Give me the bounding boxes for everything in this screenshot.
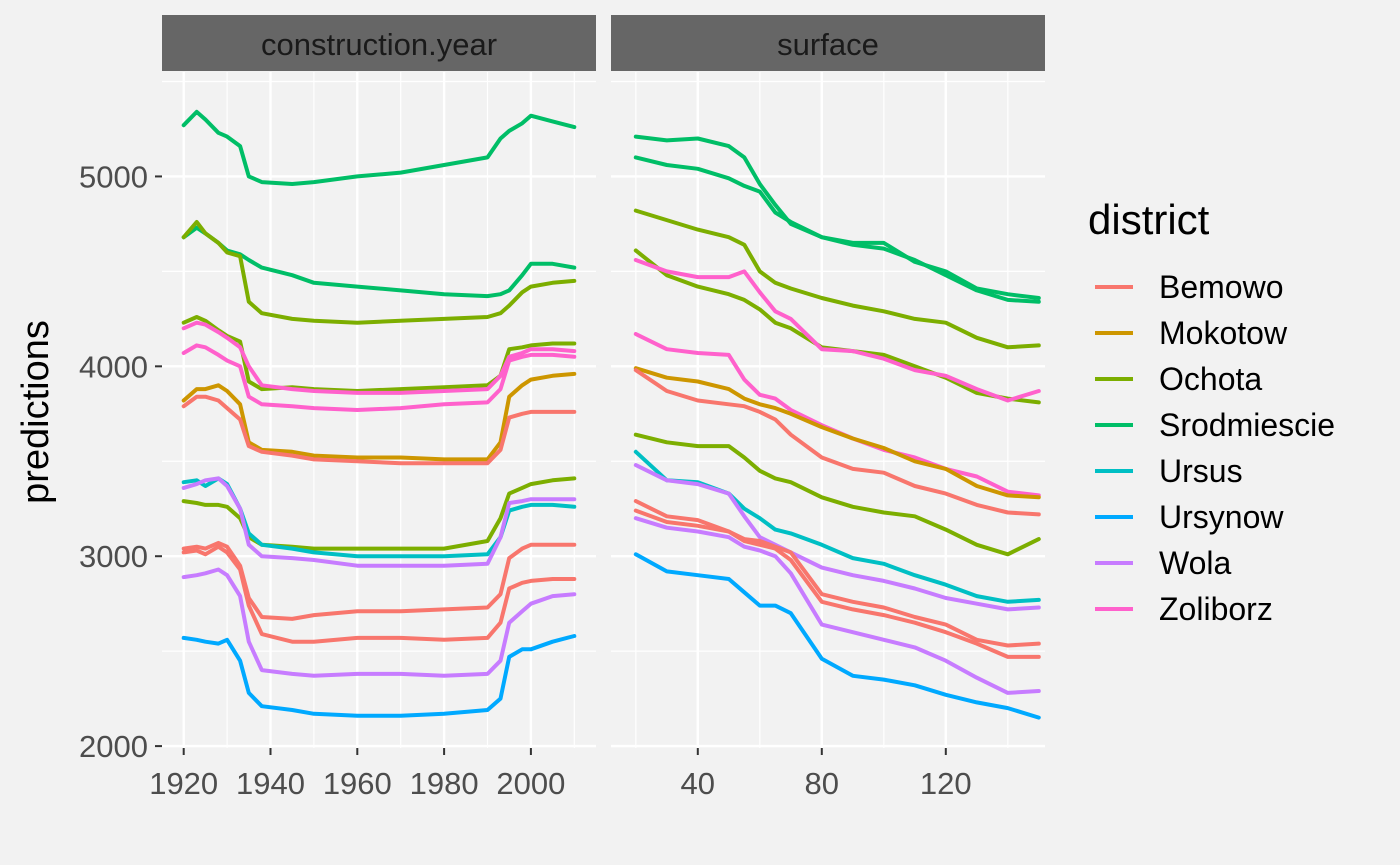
series-line-wola (181, 476, 577, 568)
legend-label-ursynow: Ursynow (1159, 499, 1284, 535)
strip-surface (611, 15, 1045, 71)
legend-title: district (1088, 196, 1210, 243)
series-line-zoliborz (181, 320, 577, 395)
series-line-bemowo (181, 540, 577, 621)
series-line-ochota (633, 432, 1041, 557)
y-axis-ticks: 2000 3000 4000 5000 (79, 159, 162, 764)
series-line-ochota (633, 248, 1041, 405)
strip-label-construction-year: construction.year (261, 27, 497, 62)
strip-label-surface: surface (777, 27, 879, 62)
x-tick-label: 120 (920, 766, 972, 801)
x-tick-label: 40 (681, 766, 715, 801)
panel-construction-year: construction.year 1920 1940 1960 1980 2000 (149, 15, 596, 801)
strip-construction-year (162, 15, 596, 71)
series-line-srodmiescie (633, 155, 1041, 304)
series-line-ursynow (633, 552, 1041, 720)
y-tick-label: 5000 (79, 159, 148, 194)
series-line-wola (181, 567, 577, 678)
series-line-ochota (181, 476, 577, 551)
y-tick-label: 3000 (79, 539, 148, 574)
series-line-wola (633, 463, 1041, 612)
y-axis-title: predictions (15, 320, 57, 504)
legend-label-zoliborz: Zoliborz (1159, 591, 1273, 627)
series-line-bemowo (633, 499, 1041, 648)
legend-label-bemowo: Bemowo (1159, 269, 1284, 305)
series-line-bemowo (633, 368, 1041, 517)
y-tick-label: 4000 (79, 349, 148, 384)
series-line-zoliborz (633, 332, 1041, 498)
x-tick-label: 2000 (496, 766, 565, 801)
series-line-bemowo (181, 544, 577, 644)
series-line-ochota (633, 208, 1041, 350)
legend-label-srodmiescie: Srodmiescie (1159, 407, 1335, 443)
x-tick-label: 1920 (149, 766, 218, 801)
series-line-ursynow (181, 634, 577, 718)
x-tick-label: 80 (805, 766, 839, 801)
plot-area-surface: 40 80 120 (611, 72, 1045, 801)
series-line-bemowo (181, 394, 577, 466)
legend-label-wola: Wola (1159, 545, 1232, 581)
x-tick-label: 1960 (323, 766, 392, 801)
series-line-zoliborz (633, 258, 1041, 403)
x-tick-label: 1980 (410, 766, 479, 801)
x-tick-label: 1940 (236, 766, 305, 801)
legend-label-ursus: Ursus (1159, 453, 1243, 489)
series-line-zoliborz (181, 343, 577, 412)
panel-surface: surface 40 80 120 (611, 15, 1045, 801)
series-line-ochota (181, 220, 577, 325)
legend: district Bemowo Mokotow Ochota Srodmiescie U… (1088, 196, 1335, 627)
plot-area-construction-year: 1920 1940 1960 1980 2000 (149, 72, 596, 801)
panel-background (611, 72, 1045, 748)
series-line-bemowo (633, 508, 1041, 659)
y-tick-label: 2000 (79, 729, 148, 764)
legend-label-ochota: Ochota (1159, 361, 1262, 397)
legend-label-mokotow: Mokotow (1159, 315, 1288, 351)
series-line-mokotow (633, 366, 1041, 500)
series-line-wola (633, 516, 1041, 695)
series-line-mokotow (181, 371, 577, 462)
series-line-srodmiescie (181, 109, 577, 186)
